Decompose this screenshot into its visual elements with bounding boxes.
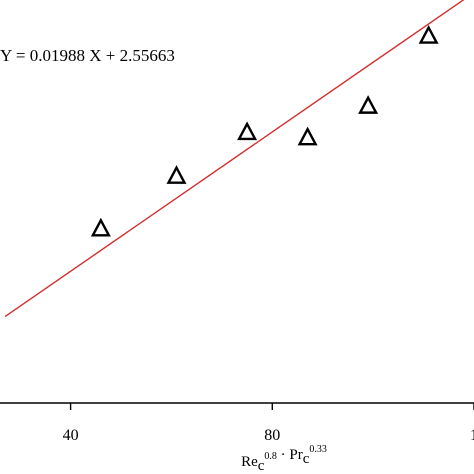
x-label-part: ·	[277, 447, 290, 463]
points-layer	[90, 24, 439, 237]
x-tick-label: 80	[264, 427, 280, 444]
x-label-part: Pr	[289, 447, 302, 463]
data-point-triangle	[90, 217, 111, 237]
x-label-part: Re	[241, 454, 258, 470]
x-label-superscript: 0.33	[309, 444, 327, 455]
data-point-triangle	[166, 165, 187, 184]
x-axis-label: Rec0.8 · Prc0.33	[241, 444, 327, 474]
regression-line	[4, 0, 465, 318]
regression-equation: Y = 0.01988 X + 2.55663	[0, 46, 175, 65]
x-label-subscript: c	[303, 451, 310, 467]
x-tick-label: 40	[63, 427, 79, 444]
data-point-triangle	[297, 126, 318, 146]
axis-layer: 40 80 1	[0, 402, 474, 444]
x-label-subscript: c	[258, 458, 265, 474]
data-point-triangle	[418, 24, 439, 44]
data-point-triangle	[237, 121, 258, 141]
x-tick-label: 1	[470, 427, 474, 444]
fit-layer	[4, 0, 465, 318]
data-point-triangle	[358, 95, 379, 114]
x-label-superscript: 0.8	[264, 451, 277, 462]
